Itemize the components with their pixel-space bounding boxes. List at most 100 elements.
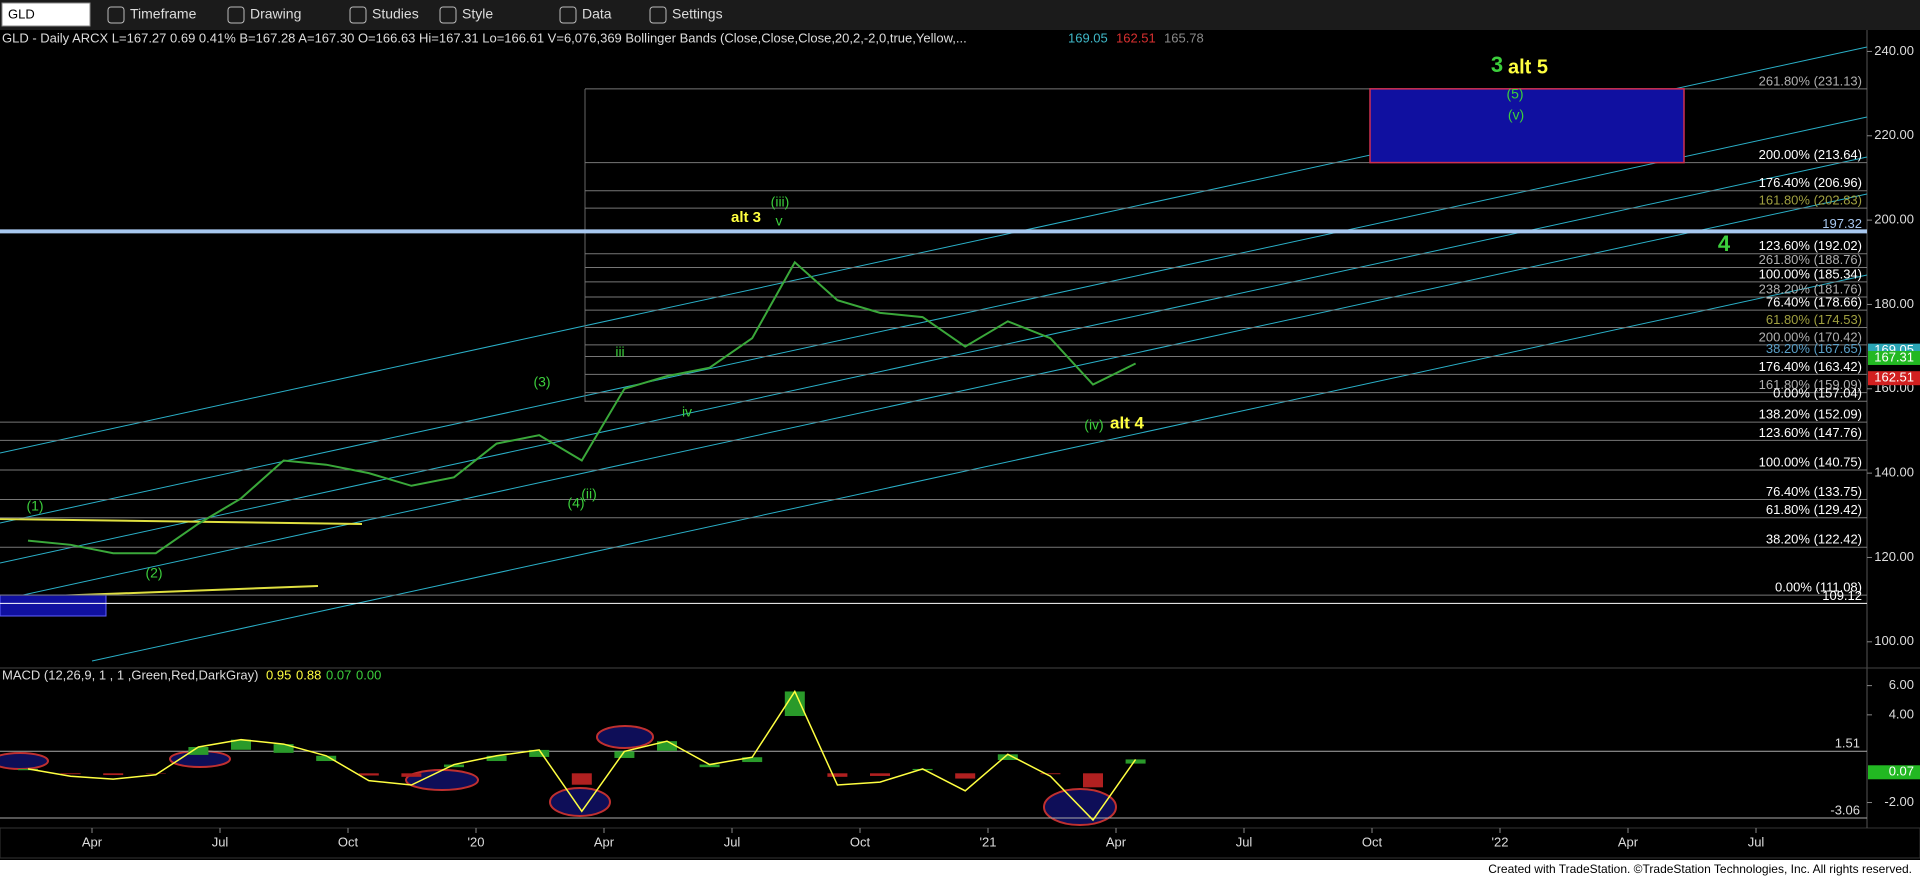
x-tick-label: Oct (850, 834, 871, 849)
fib-label: 200.00% (170.42) (1759, 329, 1862, 344)
toolbar-button[interactable]: Timeframe (130, 6, 197, 22)
x-tick-label: Apr (82, 834, 103, 849)
macd-bar (784, 691, 805, 717)
toolbar-icon (439, 6, 457, 24)
macd-marker (1868, 765, 1920, 780)
footer: Created with TradeStation. ©TradeStation… (1488, 862, 1912, 876)
x-tick-label: Jul (724, 834, 741, 849)
x-tick-label: '21 (980, 834, 997, 849)
y-tick-label: 140.00 (1874, 465, 1914, 480)
toolbar-icon (559, 6, 577, 24)
macd-bar (1040, 773, 1061, 775)
toolbar-button[interactable]: Studies (372, 6, 419, 22)
fib-label: 76.40% (178.66) (1766, 295, 1862, 310)
macd-bar (1083, 773, 1103, 788)
wave-label: iv (682, 404, 692, 420)
wave-label: 4 (1718, 231, 1731, 256)
x-tick-label: Jul (212, 834, 229, 849)
x-tick-label: '20 (468, 834, 485, 849)
toolbar-icon (349, 6, 367, 24)
wave-label: (2) (145, 565, 162, 581)
fib-label: 176.40% (163.42) (1759, 359, 1862, 374)
wave-label: (5) (1506, 86, 1523, 102)
macd-level-label: -3.06 (1830, 802, 1860, 817)
fib-label: 176.40% (206.96) (1759, 175, 1862, 190)
target-box (0, 594, 107, 617)
macd-bar (997, 754, 1018, 761)
symbol-box[interactable] (1, 2, 91, 27)
y-tick-label: 220.00 (1874, 127, 1914, 142)
price-marker (1868, 350, 1920, 365)
fib-label: 100.00% (185.34) (1759, 266, 1862, 281)
toolbar-icon (227, 6, 245, 24)
fib-label: 123.60% (192.02) (1759, 238, 1862, 253)
wave-label: (iii) (771, 194, 790, 210)
fib-label: 38.20% (122.42) (1766, 532, 1862, 547)
time-axis (0, 827, 1920, 859)
macd-legend-value: 0.95 (266, 667, 291, 682)
toolbar-icon (649, 6, 667, 24)
wave-label: (iv) (1084, 417, 1103, 433)
macd-ellipses (0, 725, 1117, 826)
wave-label: (4) (567, 495, 584, 511)
macd-bar (955, 773, 976, 779)
macd-bar (401, 773, 422, 777)
x-tick-label: '22 (1492, 834, 1509, 849)
macd-bar (1125, 759, 1146, 764)
macd-bar (231, 739, 251, 750)
wave-label: (v) (1508, 107, 1524, 123)
x-tick-label: Jul (1236, 834, 1253, 849)
macd-bar (870, 773, 890, 776)
toolbar-icon (107, 6, 125, 24)
macd-bar (571, 773, 592, 785)
fib-label: 61.80% (129.42) (1766, 502, 1862, 517)
fib-label: 200.00% (213.64) (1759, 147, 1862, 162)
fib-label: 76.40% (133.75) (1766, 484, 1862, 499)
macd-bar (316, 755, 337, 762)
macd-bar (699, 764, 720, 768)
x-tick-label: Apr (1618, 834, 1639, 849)
wave-label: 3 (1491, 52, 1503, 77)
macd-bar (742, 757, 763, 763)
y-tick-label: 120.00 (1874, 549, 1914, 564)
macd-bar (60, 773, 81, 775)
channel-lines (0, 46, 1868, 662)
x-tick-label: Oct (1362, 834, 1383, 849)
macd-bar (486, 755, 507, 762)
fib-label: 100.00% (140.75) (1759, 454, 1862, 469)
y-tick-label: 240.00 (1874, 43, 1914, 58)
macd-bar (827, 773, 848, 777)
macd-marker-label: 0.07 (1889, 764, 1914, 779)
symbol[interactable]: GLD (8, 6, 35, 21)
target-box (1369, 88, 1685, 164)
macd-line (27, 689, 1137, 822)
macd-level-label: 1.51 (1835, 736, 1860, 751)
y-tick-label: 180.00 (1874, 296, 1914, 311)
wave-label: alt 3 (731, 209, 761, 226)
wave-label: (ii) (581, 486, 597, 502)
fib-label: 61.80% (174.53) (1766, 312, 1862, 327)
chart-legend: GLD - Daily ARCX L=167.27 0.69 0.41% B=1… (2, 30, 967, 45)
fib-label: 138.20% (152.09) (1759, 407, 1862, 422)
footer-bar (0, 860, 1920, 879)
wave-label: v (776, 213, 783, 229)
toolbar-button[interactable]: Style (462, 6, 493, 22)
wave-label: alt 4 (1110, 413, 1145, 432)
wave-label: (1) (26, 498, 43, 514)
toolbar-button[interactable]: Data (582, 6, 612, 22)
macd-legend: MACD (12,26,9, 1 , 1 ,Green,Red,DarkGray… (2, 667, 258, 682)
macd-bar (444, 764, 464, 768)
fib-label: 161.80% (159.09) (1759, 377, 1862, 392)
wave-label: (3) (533, 374, 550, 390)
fib-label: 123.60% (147.76) (1759, 425, 1862, 440)
trend-line (0, 518, 363, 525)
toolbar-button[interactable]: Settings (672, 6, 723, 22)
fib-label: 238.20% (181.76) (1759, 281, 1862, 296)
y-tick-label: 200.00 (1874, 212, 1914, 227)
fib-label: 261.80% (188.76) (1759, 252, 1862, 267)
fib-label: 161.80% (202.83) (1759, 193, 1862, 208)
toolbar-button[interactable]: Drawing (250, 6, 301, 22)
wave-label: iii (615, 344, 624, 360)
